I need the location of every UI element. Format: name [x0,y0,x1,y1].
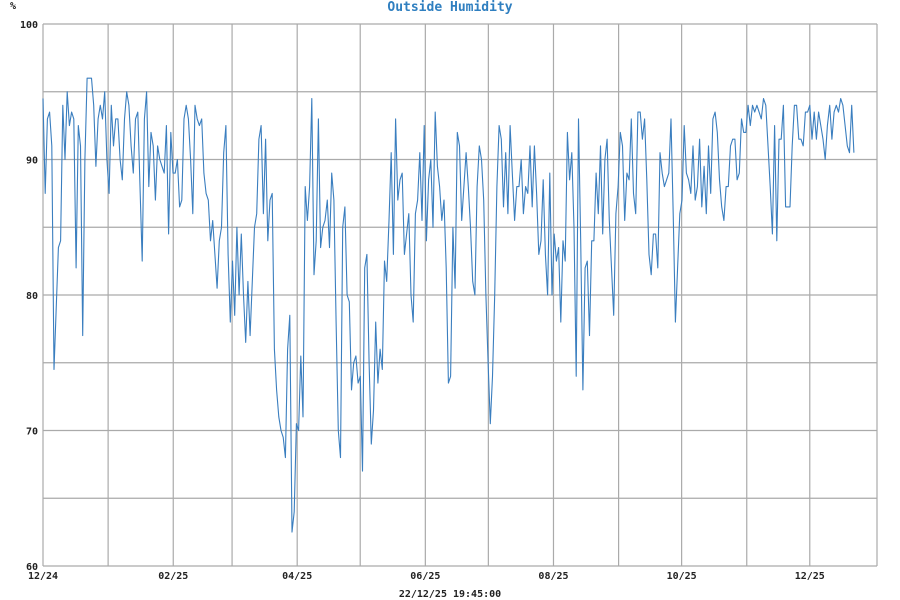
y-tick-label: 100 [20,20,38,31]
y-tick-label: 90 [26,156,38,167]
y-tick-label: 60 [26,562,38,573]
x-tick-label: 10/25 [667,571,697,582]
x-tick-label: 12/25 [795,571,825,582]
series-layer [42,77,855,533]
x-tick-label: 06/25 [410,571,440,582]
x-tick-label: 04/25 [282,571,312,582]
grid-lines [42,23,878,567]
y-tick-label: 80 [26,291,38,302]
x-tick-label: 12/24 [28,571,58,582]
y-axis-unit-label: % [10,1,16,12]
x-tick-label: 02/25 [158,571,188,582]
y-axis-ticks: 60 70 80 90 100 [20,20,38,573]
chart-title: Outside Humidity [387,0,512,15]
x-tick-label: 08/25 [538,571,568,582]
y-tick-label: 70 [26,427,38,438]
x-axis-ticks: 12/24 02/25 04/25 06/25 08/25 10/25 12/25 [28,571,825,582]
humidity-series-line [42,77,855,533]
x-axis-timestamp-label: 22/12/25 19:45:00 [399,589,501,600]
